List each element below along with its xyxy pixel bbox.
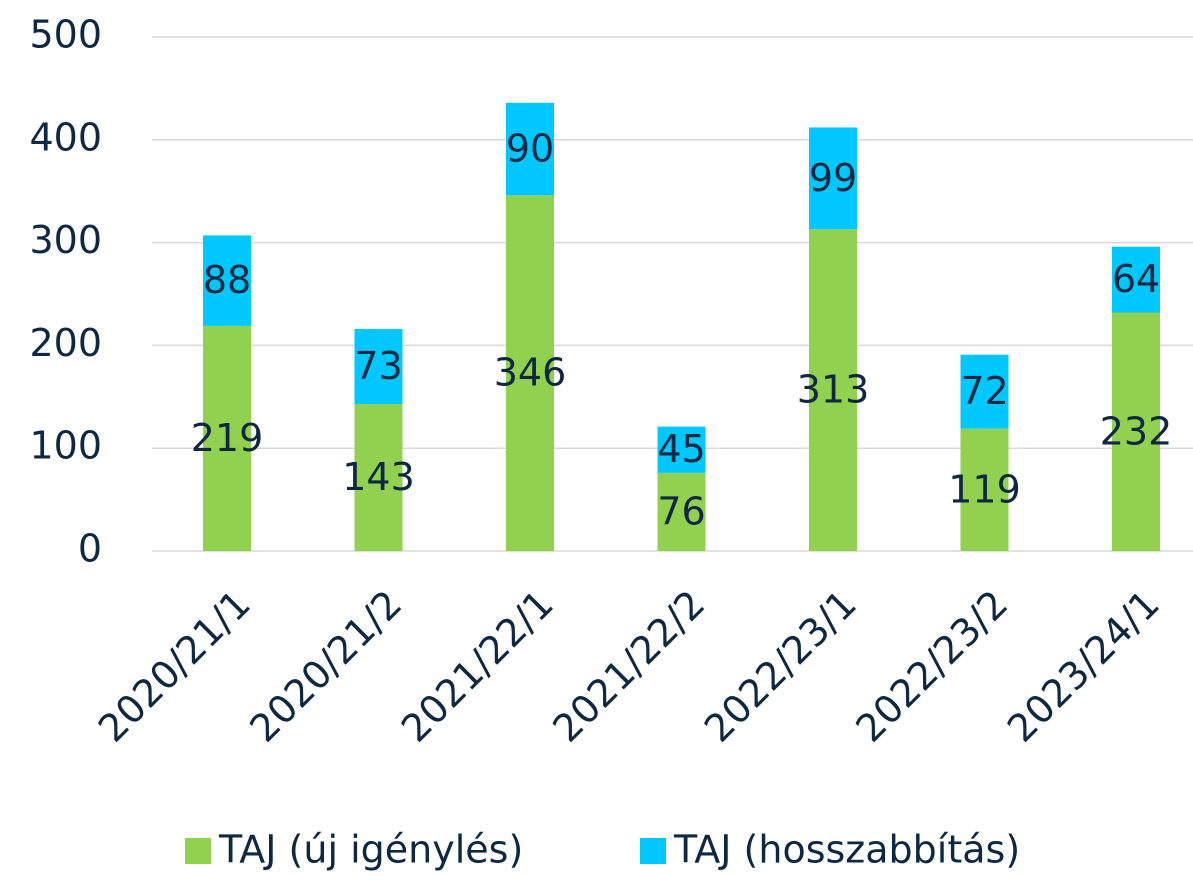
bar-segment [1112,246,1160,313]
legend-label: TAJ (hosszabbítás) [673,828,1020,872]
x-tick-label: 2023/24/1 [999,582,1168,751]
bar-segment [809,127,857,230]
x-tick-label: 2020/21/2 [241,582,410,751]
bar-segment [203,325,251,551]
y-tick-label: 400 [29,115,102,159]
data-label: 76 [657,489,705,533]
data-label: 313 [797,368,870,412]
data-label: 219 [191,416,264,460]
y-tick-label: 0 [78,527,102,571]
x-tick-label: 2020/21/1 [90,582,259,751]
bar-segment [506,195,554,551]
bar-segment [354,328,403,404]
bar-segment [354,403,403,551]
bar-segment [203,235,251,326]
legend-label: TAJ (új igénylés) [218,828,523,872]
bar-segment [809,229,857,551]
legend-swatch [640,838,666,864]
data-label: 90 [506,127,554,171]
y-tick-label: 500 [29,13,102,57]
data-label: 119 [948,467,1021,511]
bar-segment [960,428,1009,551]
data-label: 73 [354,344,402,388]
legend-swatch [185,838,211,864]
y-tick-label: 300 [29,218,102,262]
data-label: 88 [203,258,251,302]
x-tick-label: 2021/22/1 [393,582,562,751]
data-label: 72 [960,369,1008,413]
bar-segment [506,102,554,196]
data-label: 45 [657,427,705,471]
y-tick-label: 100 [29,424,102,468]
bar-segment [657,426,706,473]
data-label: 232 [1100,409,1173,453]
data-label: 64 [1112,257,1160,301]
data-label: 143 [342,455,415,499]
y-tick-label: 200 [29,321,102,365]
data-label: 99 [809,156,857,200]
x-tick-label: 2021/22/2 [544,582,713,751]
x-tick-label: 2022/23/2 [847,582,1016,751]
data-label: 346 [494,351,567,395]
x-tick-label: 2022/23/1 [696,582,865,751]
bar-segment [1112,312,1160,551]
bar-segment [657,472,706,551]
bar-segment [960,354,1009,429]
